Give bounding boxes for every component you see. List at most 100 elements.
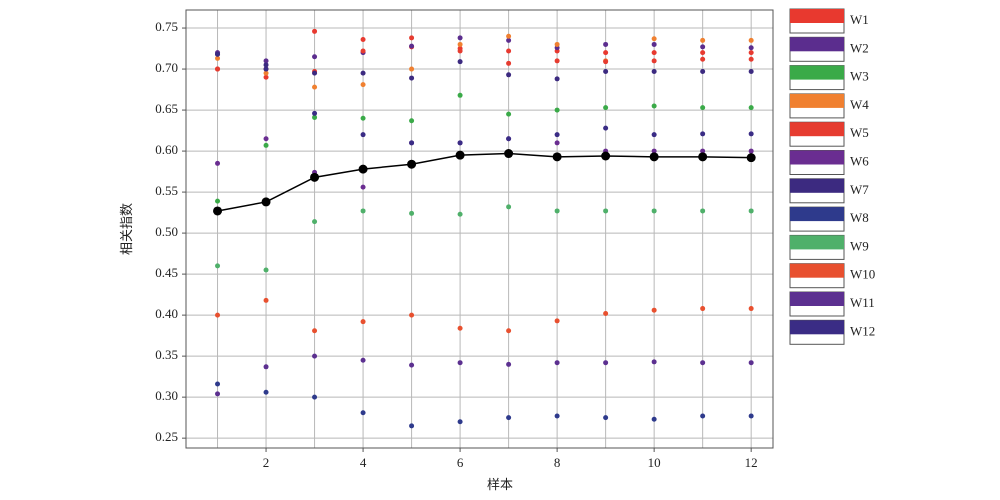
y-tick-label: 0.40 xyxy=(155,306,178,321)
scatter-point xyxy=(554,41,560,47)
scatter-point xyxy=(457,48,463,54)
scatter-point xyxy=(748,45,754,51)
y-tick-label: 0.65 xyxy=(155,101,178,116)
scatter-point xyxy=(360,410,366,416)
scatter-point xyxy=(651,359,657,365)
scatter-point xyxy=(748,208,754,214)
y-tick-label: 0.55 xyxy=(155,183,178,198)
x-tick-label: 6 xyxy=(457,455,464,470)
line-marker xyxy=(698,152,708,162)
scatter-point xyxy=(700,413,706,419)
scatter-point xyxy=(263,142,269,148)
scatter-point xyxy=(360,37,366,43)
scatter-point xyxy=(554,140,560,146)
legend-label: W2 xyxy=(850,40,869,55)
scatter-point xyxy=(748,50,754,56)
scatter-point xyxy=(603,125,609,131)
scatter-point xyxy=(554,76,560,82)
legend-label: W8 xyxy=(850,210,869,225)
scatter-point xyxy=(409,66,415,72)
legend-label: W5 xyxy=(850,125,869,140)
scatter-point xyxy=(457,92,463,98)
legend-swatch-color xyxy=(790,93,844,108)
scatter-point xyxy=(263,297,269,303)
scatter-point xyxy=(554,132,560,138)
x-axis-label: 样本 xyxy=(487,477,513,492)
y-tick-label: 0.60 xyxy=(155,142,178,157)
scatter-point xyxy=(360,82,366,88)
scatter-point xyxy=(748,69,754,75)
scatter-point xyxy=(603,69,609,75)
line-marker xyxy=(213,206,223,216)
scatter-point xyxy=(748,131,754,137)
y-tick-label: 0.50 xyxy=(155,224,178,239)
scatter-point xyxy=(263,136,269,142)
scatter-point xyxy=(215,381,221,387)
legend-swatch-color xyxy=(790,320,844,335)
scatter-point xyxy=(360,357,366,363)
scatter-point xyxy=(554,208,560,214)
scatter-point xyxy=(457,41,463,47)
legend-label: W4 xyxy=(850,97,869,112)
legend-label: W7 xyxy=(850,182,869,197)
scatter-point xyxy=(457,35,463,41)
scatter-point xyxy=(312,70,318,76)
scatter-point xyxy=(506,37,512,43)
scatter-point xyxy=(457,140,463,146)
scatter-point xyxy=(312,28,318,34)
scatter-point xyxy=(506,415,512,421)
line-marker xyxy=(504,149,514,159)
line-marker xyxy=(310,172,320,182)
scatter-point xyxy=(700,360,706,366)
scatter-point xyxy=(457,59,463,65)
scatter-point xyxy=(603,59,609,65)
scatter-point xyxy=(700,69,706,75)
legend-swatch-color xyxy=(790,37,844,52)
scatter-point xyxy=(312,394,318,400)
scatter-point xyxy=(409,75,415,81)
legend-label: W9 xyxy=(850,238,869,253)
scatter-point xyxy=(700,208,706,214)
scatter-point xyxy=(263,70,269,76)
scatter-point xyxy=(506,33,512,39)
scatter-point xyxy=(360,208,366,214)
x-tick-label: 12 xyxy=(745,455,758,470)
y-tick-label: 0.25 xyxy=(155,429,178,444)
line-marker xyxy=(649,152,659,162)
scatter-point xyxy=(506,72,512,78)
line-marker xyxy=(552,152,562,162)
legend-label: W10 xyxy=(850,267,875,282)
legend-label: W1 xyxy=(850,12,869,27)
scatter-point xyxy=(700,131,706,137)
scatter-point xyxy=(506,361,512,367)
scatter-point xyxy=(506,136,512,142)
scatter-point xyxy=(312,328,318,334)
legend-swatch-color xyxy=(790,263,844,278)
legend-swatch-color xyxy=(790,122,844,137)
scatter-point xyxy=(748,413,754,419)
scatter-point xyxy=(215,55,221,61)
x-tick-label: 4 xyxy=(360,455,367,470)
scatter-point xyxy=(215,263,221,269)
scatter-point xyxy=(748,37,754,43)
legend-swatch-color xyxy=(790,292,844,306)
line-marker xyxy=(601,151,611,161)
scatter-point xyxy=(263,58,269,64)
scatter-point xyxy=(409,362,415,368)
scatter-point xyxy=(651,103,657,109)
scatter-point xyxy=(603,105,609,111)
scatter-point xyxy=(263,389,269,395)
y-axis-label: 相关指数 xyxy=(119,203,134,255)
scatter-point xyxy=(603,41,609,47)
scatter-point xyxy=(409,118,415,124)
x-tick-label: 8 xyxy=(554,455,561,470)
scatter-point xyxy=(506,48,512,54)
scatter-point xyxy=(409,140,415,146)
scatter-point xyxy=(554,58,560,64)
scatter-point xyxy=(409,423,415,429)
y-tick-label: 0.45 xyxy=(155,265,178,280)
scatter-point xyxy=(215,312,221,318)
scatter-point xyxy=(748,105,754,111)
legend-swatch-color xyxy=(790,65,844,80)
